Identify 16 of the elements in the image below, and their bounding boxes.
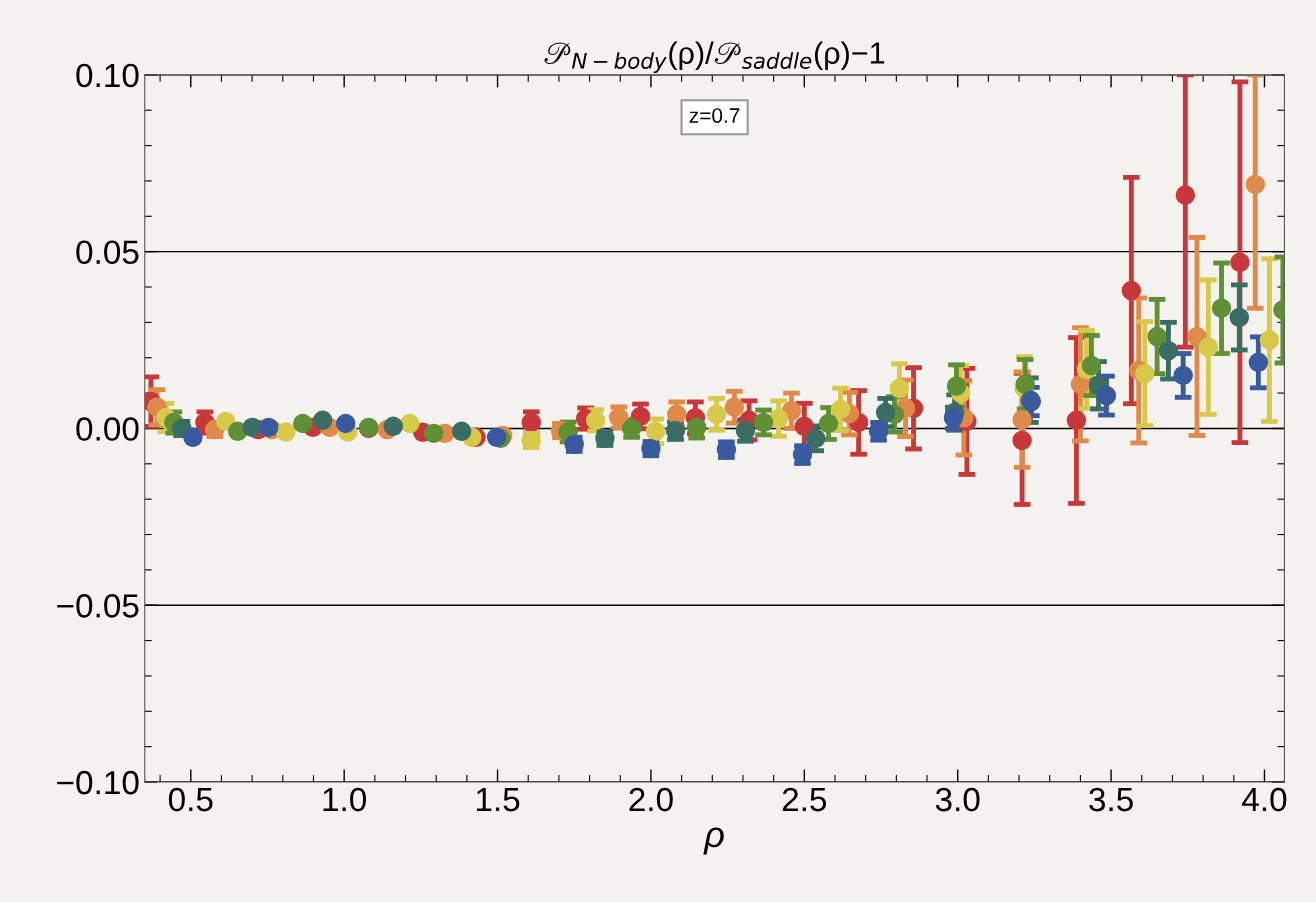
y-tick-label: −0.05 bbox=[57, 594, 139, 618]
chart-title: 𝒫$_{N−body}$(ρ)/𝒫$_{saddle}$(ρ)−1 bbox=[544, 41, 885, 74]
x-tick-label: 2.5 bbox=[782, 787, 827, 812]
y-tick-label: 0.00 bbox=[76, 417, 139, 441]
x-tick-label: 4.0 bbox=[1242, 787, 1287, 812]
x-tick-label: 1.0 bbox=[323, 787, 367, 812]
y-tick-label: 0.05 bbox=[76, 240, 139, 265]
x-tick-label: 2.0 bbox=[629, 787, 673, 812]
x-tick-label: 1.5 bbox=[476, 788, 520, 812]
y-tick-label: −0.10 bbox=[57, 770, 139, 795]
x-tick-label: 3.0 bbox=[935, 787, 980, 812]
x-tick-label: 0.5 bbox=[168, 787, 213, 812]
x-axis-title: ρ bbox=[703, 827, 724, 855]
y-tick-label: 0.10 bbox=[76, 63, 139, 88]
annotation: z=0.7 bbox=[689, 108, 740, 123]
x-tick-label: 3.5 bbox=[1089, 787, 1133, 812]
